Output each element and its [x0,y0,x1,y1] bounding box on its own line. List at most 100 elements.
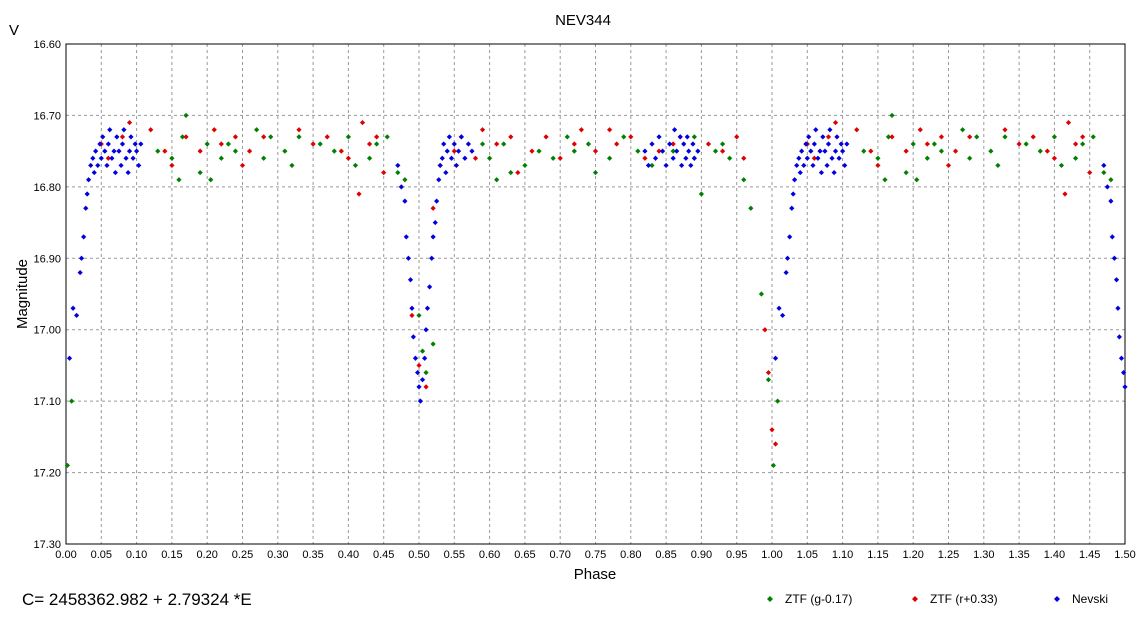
data-point [808,148,814,154]
data-point [116,148,122,154]
data-point [282,148,288,154]
plot-area-frame [65,43,1126,545]
x-tick-label: 1.50 [1114,549,1135,561]
data-point [790,191,796,197]
x-tick-labels: 0.00 0.05 0.10 0.15 0.20 0.25 0.30 0.35 0.40 0.45… [55,549,1135,561]
data-point [938,134,945,140]
data-point [412,355,419,361]
x-tick-label: 0.50 [408,549,429,561]
data-point [416,362,422,369]
legend-marker [767,596,773,602]
data-point [635,148,641,154]
data-point [95,162,101,169]
data-point [779,312,786,319]
data-point [90,155,96,161]
data-point [791,177,798,183]
data-point [403,234,409,240]
legend-entry: Nevski [1072,592,1108,606]
x-tick-label: 1.35 [1008,549,1029,561]
data-point [423,384,429,390]
data-point [426,284,433,290]
data-point [310,141,316,147]
data-point [801,162,807,169]
data-point [239,162,246,169]
data-point [960,127,966,133]
data-point [446,134,452,140]
x-tick-label: 1.10 [832,549,853,561]
data-point [114,134,120,140]
data-point [398,184,404,190]
y-tick-label: 17.10 [33,396,61,408]
grid-lines [66,44,1125,544]
data-point [868,148,874,154]
data-point [1044,148,1050,154]
data-point [430,205,436,211]
data-point [123,155,129,161]
x-tick-label: 0.15 [161,549,182,561]
data-point [1058,162,1065,169]
data-point [515,169,521,176]
data-point [132,141,138,147]
data-point [787,234,793,240]
data-point [419,348,426,354]
data-point [436,177,442,183]
data-point [128,134,134,140]
data-point [854,127,860,133]
data-point [66,355,73,361]
data-point [536,148,542,154]
legend-entry: ZTF (g-0.17) [785,592,852,606]
data-point [432,219,438,226]
data-point [628,134,634,140]
data-point [169,162,175,169]
x-tick-label: 0.30 [267,549,288,561]
data-point [829,155,835,161]
x-tick-label: 0.10 [126,549,147,561]
data-point [410,334,416,340]
data-point [1072,141,1079,147]
data-point [119,141,126,147]
data-point [776,305,782,311]
data-point [352,162,359,169]
data-point [138,141,144,147]
data-point [1109,234,1115,240]
data-point [1016,141,1022,147]
data-point [789,205,795,211]
data-point [585,141,592,147]
data-point [126,148,133,154]
data-point [162,148,168,154]
data-point [564,134,570,140]
data-point [832,148,839,154]
data-point [417,398,424,404]
data-point [85,177,92,183]
data-point [674,148,680,154]
data-point [374,134,380,140]
data-point [663,162,669,169]
data-point [550,155,556,161]
data-point [917,127,923,133]
data-point [176,177,182,183]
data-point [384,134,390,140]
data-point [1111,255,1118,261]
data-point [100,134,106,140]
x-tick-label: 1.05 [797,549,818,561]
data-point [84,191,90,197]
data-point [772,441,779,447]
data-point [232,134,239,140]
data-point [465,141,472,147]
data-point [204,141,210,147]
data-point [910,141,916,147]
data-point [796,155,802,161]
data-point [670,148,676,154]
data-point [1051,134,1057,140]
data-point [91,169,97,176]
data-point [810,162,816,169]
x-axis-label: Phase [574,566,617,583]
data-point [952,148,959,154]
x-tick-label: 0.85 [655,549,676,561]
data-point [705,141,712,147]
data-point [995,162,1001,169]
data-point [831,169,837,176]
y-tick-label: 16.80 [33,182,61,194]
data-point [889,134,895,140]
